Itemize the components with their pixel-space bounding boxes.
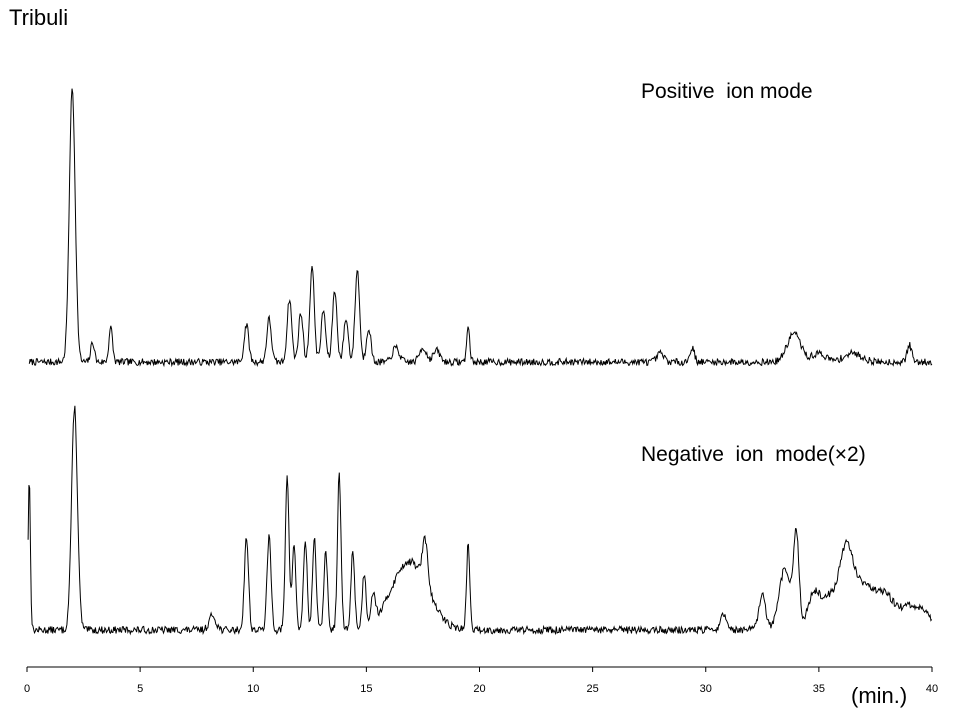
x-tick-label: 20 bbox=[473, 683, 485, 695]
x-tick-label: 10 bbox=[247, 683, 259, 695]
x-tick-label: 0 bbox=[24, 683, 30, 695]
x-tick-label: 25 bbox=[587, 683, 599, 695]
chart-title: Tribuli bbox=[9, 5, 69, 30]
negative-ion-trace bbox=[27, 405, 933, 636]
series-label-negative: Negative ion mode(×2) bbox=[641, 443, 866, 466]
x-tick-label: 5 bbox=[137, 683, 143, 695]
x-tick-label: 35 bbox=[813, 683, 825, 695]
x-axis-ticks: 0 5 10 15 20 25 30 35 40 bbox=[24, 667, 938, 695]
x-tick-label: 15 bbox=[360, 683, 372, 695]
x-axis-unit-label: (min.) bbox=[851, 683, 908, 708]
x-tick-label: 30 bbox=[700, 683, 712, 695]
x-tick-label: 40 bbox=[926, 683, 938, 695]
series-label-positive: Positive ion mode bbox=[641, 80, 813, 103]
positive-ion-trace bbox=[28, 88, 933, 368]
